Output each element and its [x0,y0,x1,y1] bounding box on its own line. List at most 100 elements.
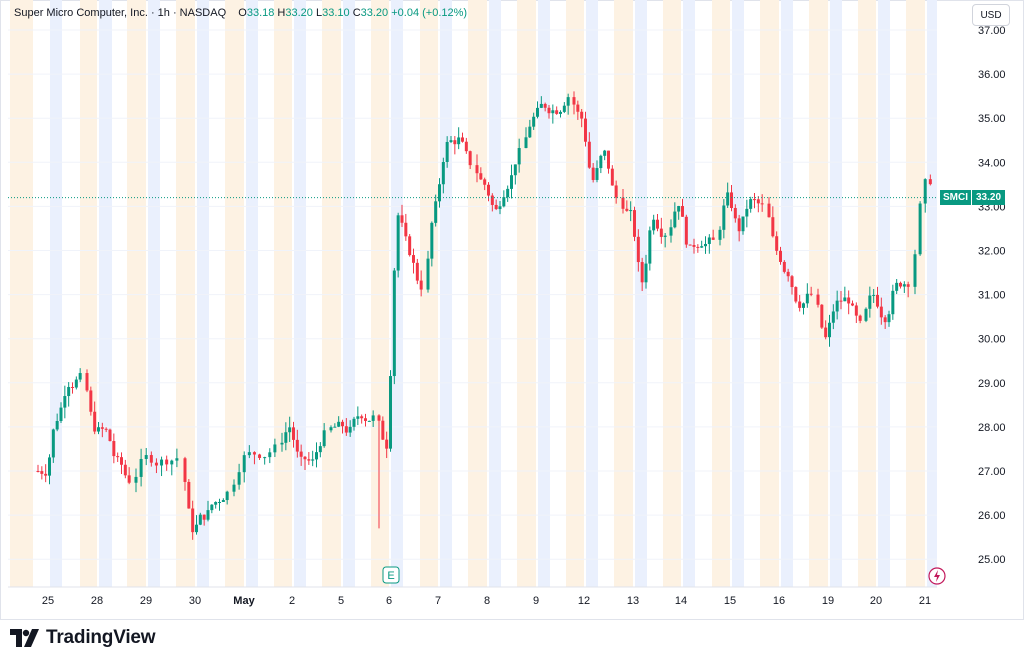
candle-body [139,458,143,477]
session-band [732,0,744,587]
candle-body [621,197,625,209]
session-band [878,0,890,587]
candle-body [688,244,692,246]
candle-body [663,235,667,237]
candle-body [794,287,798,302]
candle-body [506,188,510,198]
candle-body [704,243,707,247]
candle-body [280,442,284,445]
y-tick-label: 30.00 [978,334,1006,346]
session-band [858,0,876,587]
candle-body [434,201,438,223]
session-band [517,0,536,587]
price-chart[interactable]: 37.0036.0035.0034.0033.0032.0031.0030.00… [0,0,1024,620]
candle-body [449,140,453,142]
candle-body [692,245,696,247]
candle-body [839,300,843,302]
candle-body [364,418,367,421]
candle-body [879,306,883,318]
last-price-label: SMCI 33.20 [940,190,1006,205]
candle-body [536,107,539,117]
candle-body [74,379,78,388]
candle-body [928,179,932,185]
candle-body [760,203,764,205]
session-band [274,0,292,587]
candle-body [385,439,389,449]
candle-body [835,300,839,312]
candle-body [108,429,112,442]
candle-body [430,222,434,259]
candle-body [828,322,831,338]
candle-body [252,452,256,455]
x-tick-label: 13 [627,595,639,607]
candle-body [726,192,730,206]
candle-body [63,396,67,408]
candle-body [468,151,472,166]
candle-body [322,430,326,447]
candle-body [214,501,218,505]
currency-button[interactable]: USD [972,4,1010,26]
candle-body [175,458,179,461]
session-band [197,0,209,587]
session-band [760,0,779,587]
candle-body [858,315,862,321]
candle-body [876,294,879,307]
candle-body [673,211,677,228]
candle-body [607,150,610,169]
earnings-marker-label: E [387,570,394,582]
candle-body [303,456,307,460]
candle-body [315,452,318,460]
x-tick-label: May [233,595,255,607]
candle-body [51,429,55,458]
candle-body [539,103,543,108]
candle-body [737,218,741,232]
x-tick-label: 19 [822,595,834,607]
candle-body [483,179,487,185]
candle-body [802,303,805,308]
candle-body [273,444,277,453]
candle-body [913,254,917,287]
candle-body [572,97,576,105]
session-band [927,0,937,587]
candle-body [733,208,737,219]
session-band [176,0,195,587]
session-band [148,0,160,587]
candle-body [237,472,241,485]
candle-body [464,141,468,152]
y-tick-label: 32.00 [978,246,1006,258]
candle-body [614,185,618,198]
candle-body [843,297,847,302]
candle-body [555,110,559,114]
candle-body [377,415,381,421]
candle-body [127,475,131,483]
y-tick-label: 35.00 [978,113,1006,125]
candle-body [851,303,854,306]
candle-body [681,206,684,217]
session-band [80,0,97,587]
candle-body [221,500,225,502]
candle-body [360,416,364,419]
candle-body [195,524,198,533]
candle-body [40,471,44,474]
candle-body [116,456,120,458]
candle-body [669,227,673,236]
session-band [420,0,438,587]
candle-body [232,484,236,492]
candle-body [426,258,430,290]
candle-body [659,228,663,237]
session-band [781,0,793,587]
session-band [246,0,258,587]
session-band [225,0,244,587]
candle-body [371,415,375,421]
candle-body [644,263,648,283]
x-tick-label: 25 [42,595,54,607]
candle-body [206,510,210,520]
x-tick-label: 29 [140,595,152,607]
candle-body [831,311,835,323]
candle-body [741,216,745,232]
candle-body [89,390,93,412]
session-band [371,0,389,587]
tradingview-logo[interactable]: TradingView [10,627,156,649]
candle-body [820,304,824,328]
candle-body [160,459,164,466]
